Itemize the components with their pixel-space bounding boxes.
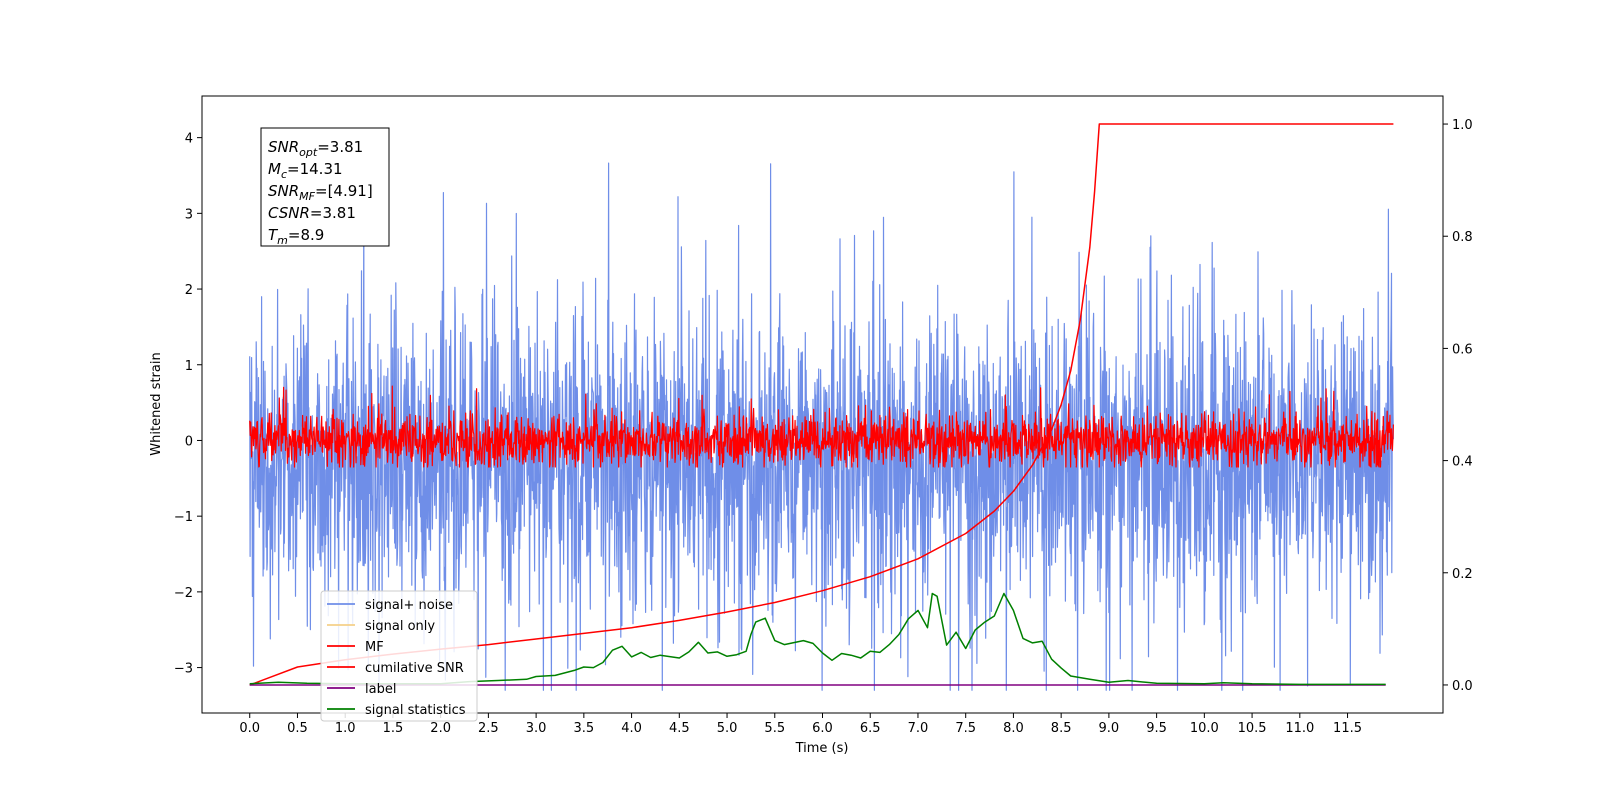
x-tick-label: 3.5 [574,721,595,736]
x-tick-label: 2.0 [430,721,451,736]
y2-tick-label: 0.2 [1452,567,1473,582]
x-tick-label: 11.5 [1333,721,1362,736]
x-tick-label: 8.5 [1051,721,1072,736]
x-tick-label: 7.0 [908,721,929,736]
y-tick-label: −3 [174,662,193,677]
x-tick-label: 8.0 [1003,721,1024,736]
y-axis-left: −3 −2 −1 0 1 2 3 4 [174,132,202,677]
y2-tick-label: 0.8 [1452,230,1473,245]
x-tick-label: 0.0 [239,721,260,736]
x-tick-label: 1.0 [335,721,356,736]
y-tick-label: 4 [185,132,193,147]
stats-box-frame [260,127,390,247]
series-mf-line [249,385,1394,468]
stats-annotation: SNRopt=3.81Mc=14.31SNRMF=[4.91]CSNR=3.81… [260,127,390,247]
legend-label: signal only [365,619,435,634]
legend: signal+ noise signal only MF cumilative SNR… [320,590,478,722]
x-tick-label: 4.5 [669,721,690,736]
y2-tick-label: 0.4 [1452,455,1473,470]
x-tick-label: 6.0 [812,721,833,736]
x-tick-label: 10.5 [1238,721,1267,736]
y-tick-label: −1 [174,510,193,525]
series-signal-statistics-line [249,592,1386,686]
y-tick-label: 1 [185,359,193,374]
x-tick-label: 4.0 [621,721,642,736]
stat-line: Mc=14.31 [268,160,343,181]
stat-line: SNRMF=[4.91] [268,182,373,203]
x-tick-label: 9.0 [1099,721,1120,736]
y-tick-label: 2 [185,283,193,298]
stat-line: SNRopt=3.81 [268,138,363,159]
legend-frame [320,590,478,722]
x-tick-label: 2.5 [478,721,499,736]
x-tick-label: 10.0 [1190,721,1219,736]
stat-line: CSNR=3.81 [268,204,356,222]
x-tick-label: 6.5 [860,721,881,736]
x-tick-label: 5.5 [764,721,785,736]
y-tick-label: 0 [185,434,193,449]
legend-label: signal statistics [365,703,466,718]
series-cumilative-snr-line [249,123,1394,686]
legend-label: cumilative SNR [365,661,464,676]
x-tick-label: 7.5 [955,721,976,736]
legend-label: signal+ noise [365,598,453,613]
y-tick-label: 3 [185,207,193,222]
x-axis-label: Time (s) [795,741,849,756]
x-tick-label: 1.5 [383,721,404,736]
y-tick-label: −2 [174,586,193,601]
x-tick-label: 5.0 [717,721,738,736]
y2-tick-label: 0.0 [1452,679,1473,694]
legend-label: label [365,682,396,697]
x-axis: 0.0 0.5 1.0 1.5 2.0 2.5 3.0 3.5 4.0 4.5 5.0 5.5 6.0 6… [239,713,1362,736]
x-tick-label: 0.5 [287,721,308,736]
stat-line: Tm=8.9 [268,226,324,247]
y-axis-right: 0.0 0.2 0.4 0.6 0.8 1.0 [1443,118,1473,694]
y-axis-label: Whitened strain [149,352,164,455]
x-tick-label: 3.0 [526,721,547,736]
legend-label: MF [365,640,384,655]
y2-tick-label: 0.6 [1452,342,1473,357]
x-tick-label: 9.5 [1146,721,1167,736]
x-tick-label: 11.0 [1285,721,1314,736]
series-signal-noise-line [249,162,1394,691]
y2-tick-label: 1.0 [1452,118,1473,133]
